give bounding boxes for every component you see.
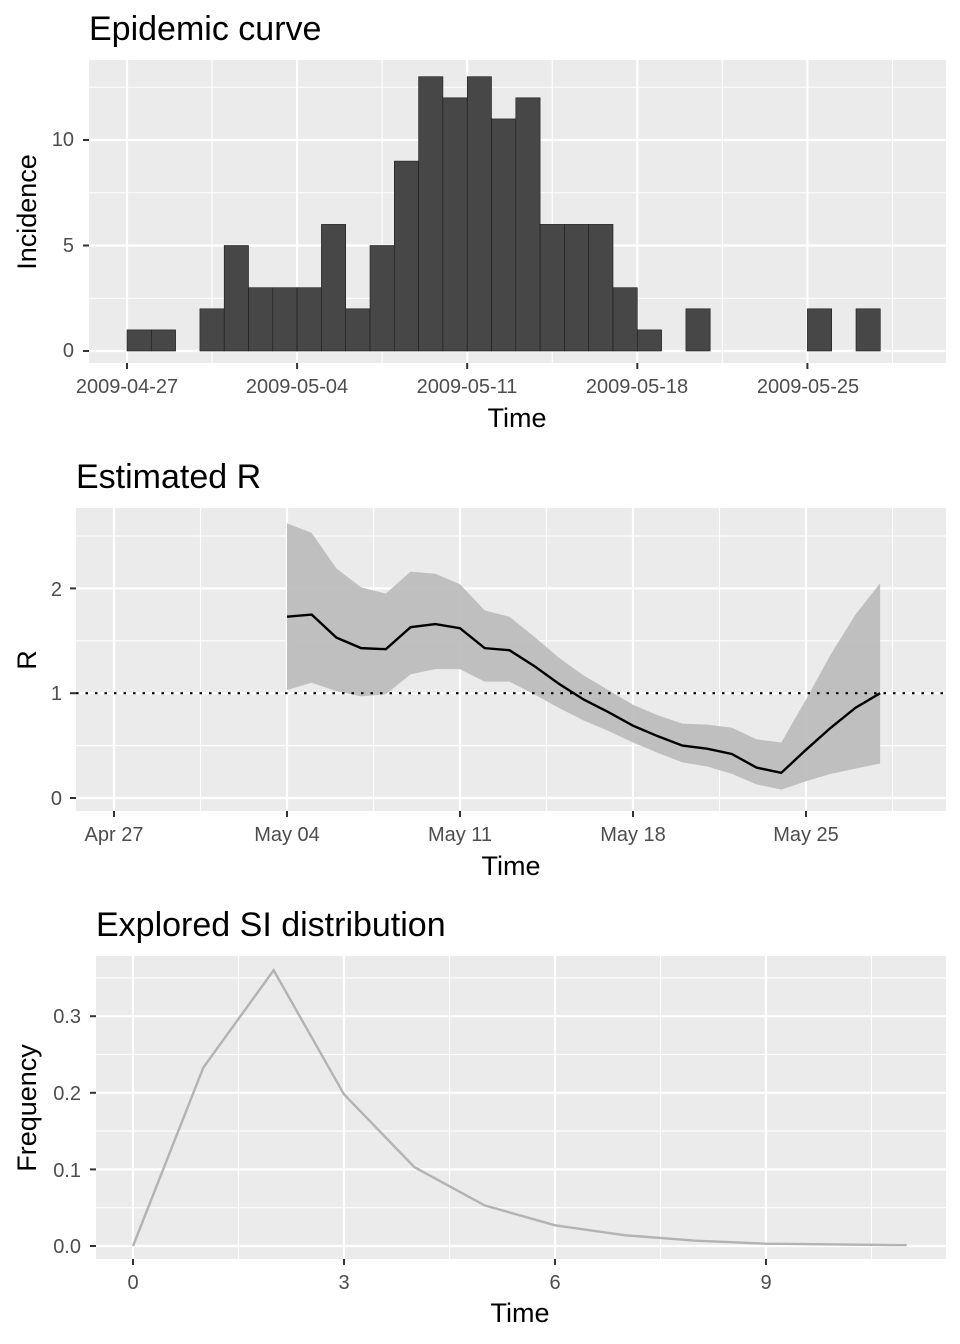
estimated-r-chart: Estimated R 0 1 2 Apr 27 May 04 May 11 M… <box>12 458 946 881</box>
x-tick-label: 2009-04-27 <box>76 376 178 398</box>
incidence-bar <box>296 287 322 352</box>
incidence-bar <box>466 76 492 352</box>
incidence-bar <box>855 308 881 352</box>
si-distribution-y-axis: 0.0 0.1 0.2 0.3 <box>53 1006 81 1258</box>
incidence-bar <box>539 224 565 352</box>
x-tick-label: 0 <box>127 1272 138 1294</box>
incidence-bar <box>272 287 298 352</box>
y-tick-label: 0.0 <box>53 1236 81 1258</box>
y-tick-label: 0.3 <box>53 1006 81 1028</box>
r-mean-line <box>286 613 881 775</box>
incidence-bar <box>418 76 444 352</box>
y-tick-label: 10 <box>52 129 74 151</box>
epidemic-curve-y-axis: 0 5 10 <box>52 129 74 362</box>
si-distribution-x-title: Time <box>491 1298 550 1328</box>
y-tick-label: 0 <box>51 788 62 810</box>
estimated-r-series <box>76 523 946 790</box>
epidemic-curve-title: Epidemic curve <box>89 10 321 48</box>
epidemic-curve-x-title: Time <box>488 403 547 433</box>
incidence-bar <box>248 287 274 352</box>
x-tick-label: May 04 <box>254 824 320 846</box>
epidemic-curve-chart: Epidemic curve 0 5 10 2009-04-27 2009-05… <box>12 10 946 433</box>
incidence-bar <box>612 287 638 352</box>
x-tick-label: 3 <box>338 1272 349 1294</box>
x-tick-label: May 18 <box>600 824 666 846</box>
x-tick-label: 2009-05-18 <box>586 376 688 398</box>
x-tick-label: 2009-05-04 <box>246 376 348 398</box>
x-tick-label: May 25 <box>773 824 839 846</box>
x-tick-label: 6 <box>549 1272 560 1294</box>
incidence-bar <box>515 97 541 352</box>
y-tick-label: 5 <box>63 235 74 257</box>
si-distribution-grid <box>96 956 946 1259</box>
estimated-r-title: Estimated R <box>76 458 261 496</box>
x-tick-label: 9 <box>760 1272 771 1294</box>
r-confidence-ribbon <box>286 523 881 790</box>
si-distribution-panel <box>96 956 946 1259</box>
incidence-bar <box>126 329 152 352</box>
estimated-r-y-axis: 0 1 2 <box>51 579 62 810</box>
incidence-bar <box>685 308 711 352</box>
incidence-bar <box>588 224 614 352</box>
incidence-bar <box>442 97 468 352</box>
y-tick-label: 0.2 <box>53 1083 81 1105</box>
x-tick-label: 2009-05-25 <box>757 376 859 398</box>
estimated-r-x-title: Time <box>482 851 541 881</box>
estimated-r-x-axis: Apr 27 May 04 May 11 May 18 May 25 <box>85 824 839 846</box>
incidence-bar <box>636 329 662 352</box>
x-tick-label: May 11 <box>428 824 492 846</box>
si-distribution-y-title: Frequency <box>12 1044 42 1172</box>
y-tick-label: 0.1 <box>53 1160 81 1182</box>
epidemic-curve-x-axis: 2009-04-27 2009-05-04 2009-05-11 2009-05… <box>76 376 859 398</box>
epidemic-curve-y-title: Incidence <box>12 154 42 270</box>
incidence-bar <box>807 308 833 352</box>
incidence-bar <box>321 224 346 352</box>
epidemic-curve-bars <box>126 76 881 352</box>
y-tick-label: 1 <box>51 683 62 705</box>
incidence-bar <box>491 118 517 352</box>
si-distribution-series <box>131 968 907 1247</box>
incidence-bar <box>199 308 225 352</box>
si-distribution-x-axis: 0 3 6 9 <box>127 1272 771 1294</box>
incidence-bar <box>223 245 249 352</box>
incidence-bar <box>564 224 590 352</box>
si-distribution-title: Explored SI distribution <box>96 906 446 944</box>
si-distribution-line <box>131 968 907 1247</box>
si-distribution-chart: Explored SI distribution 0.0 0.1 0.2 0.3… <box>12 906 946 1328</box>
incidence-bar <box>393 160 419 352</box>
incidence-bar <box>345 308 371 352</box>
incidence-bar <box>151 329 176 352</box>
incidence-bar <box>369 245 395 352</box>
y-tick-label: 0 <box>63 340 74 362</box>
x-tick-label: Apr 27 <box>85 824 144 846</box>
x-tick-label: 2009-05-11 <box>417 376 518 398</box>
estimated-r-y-title: R <box>12 650 42 670</box>
y-tick-label: 2 <box>51 579 62 601</box>
